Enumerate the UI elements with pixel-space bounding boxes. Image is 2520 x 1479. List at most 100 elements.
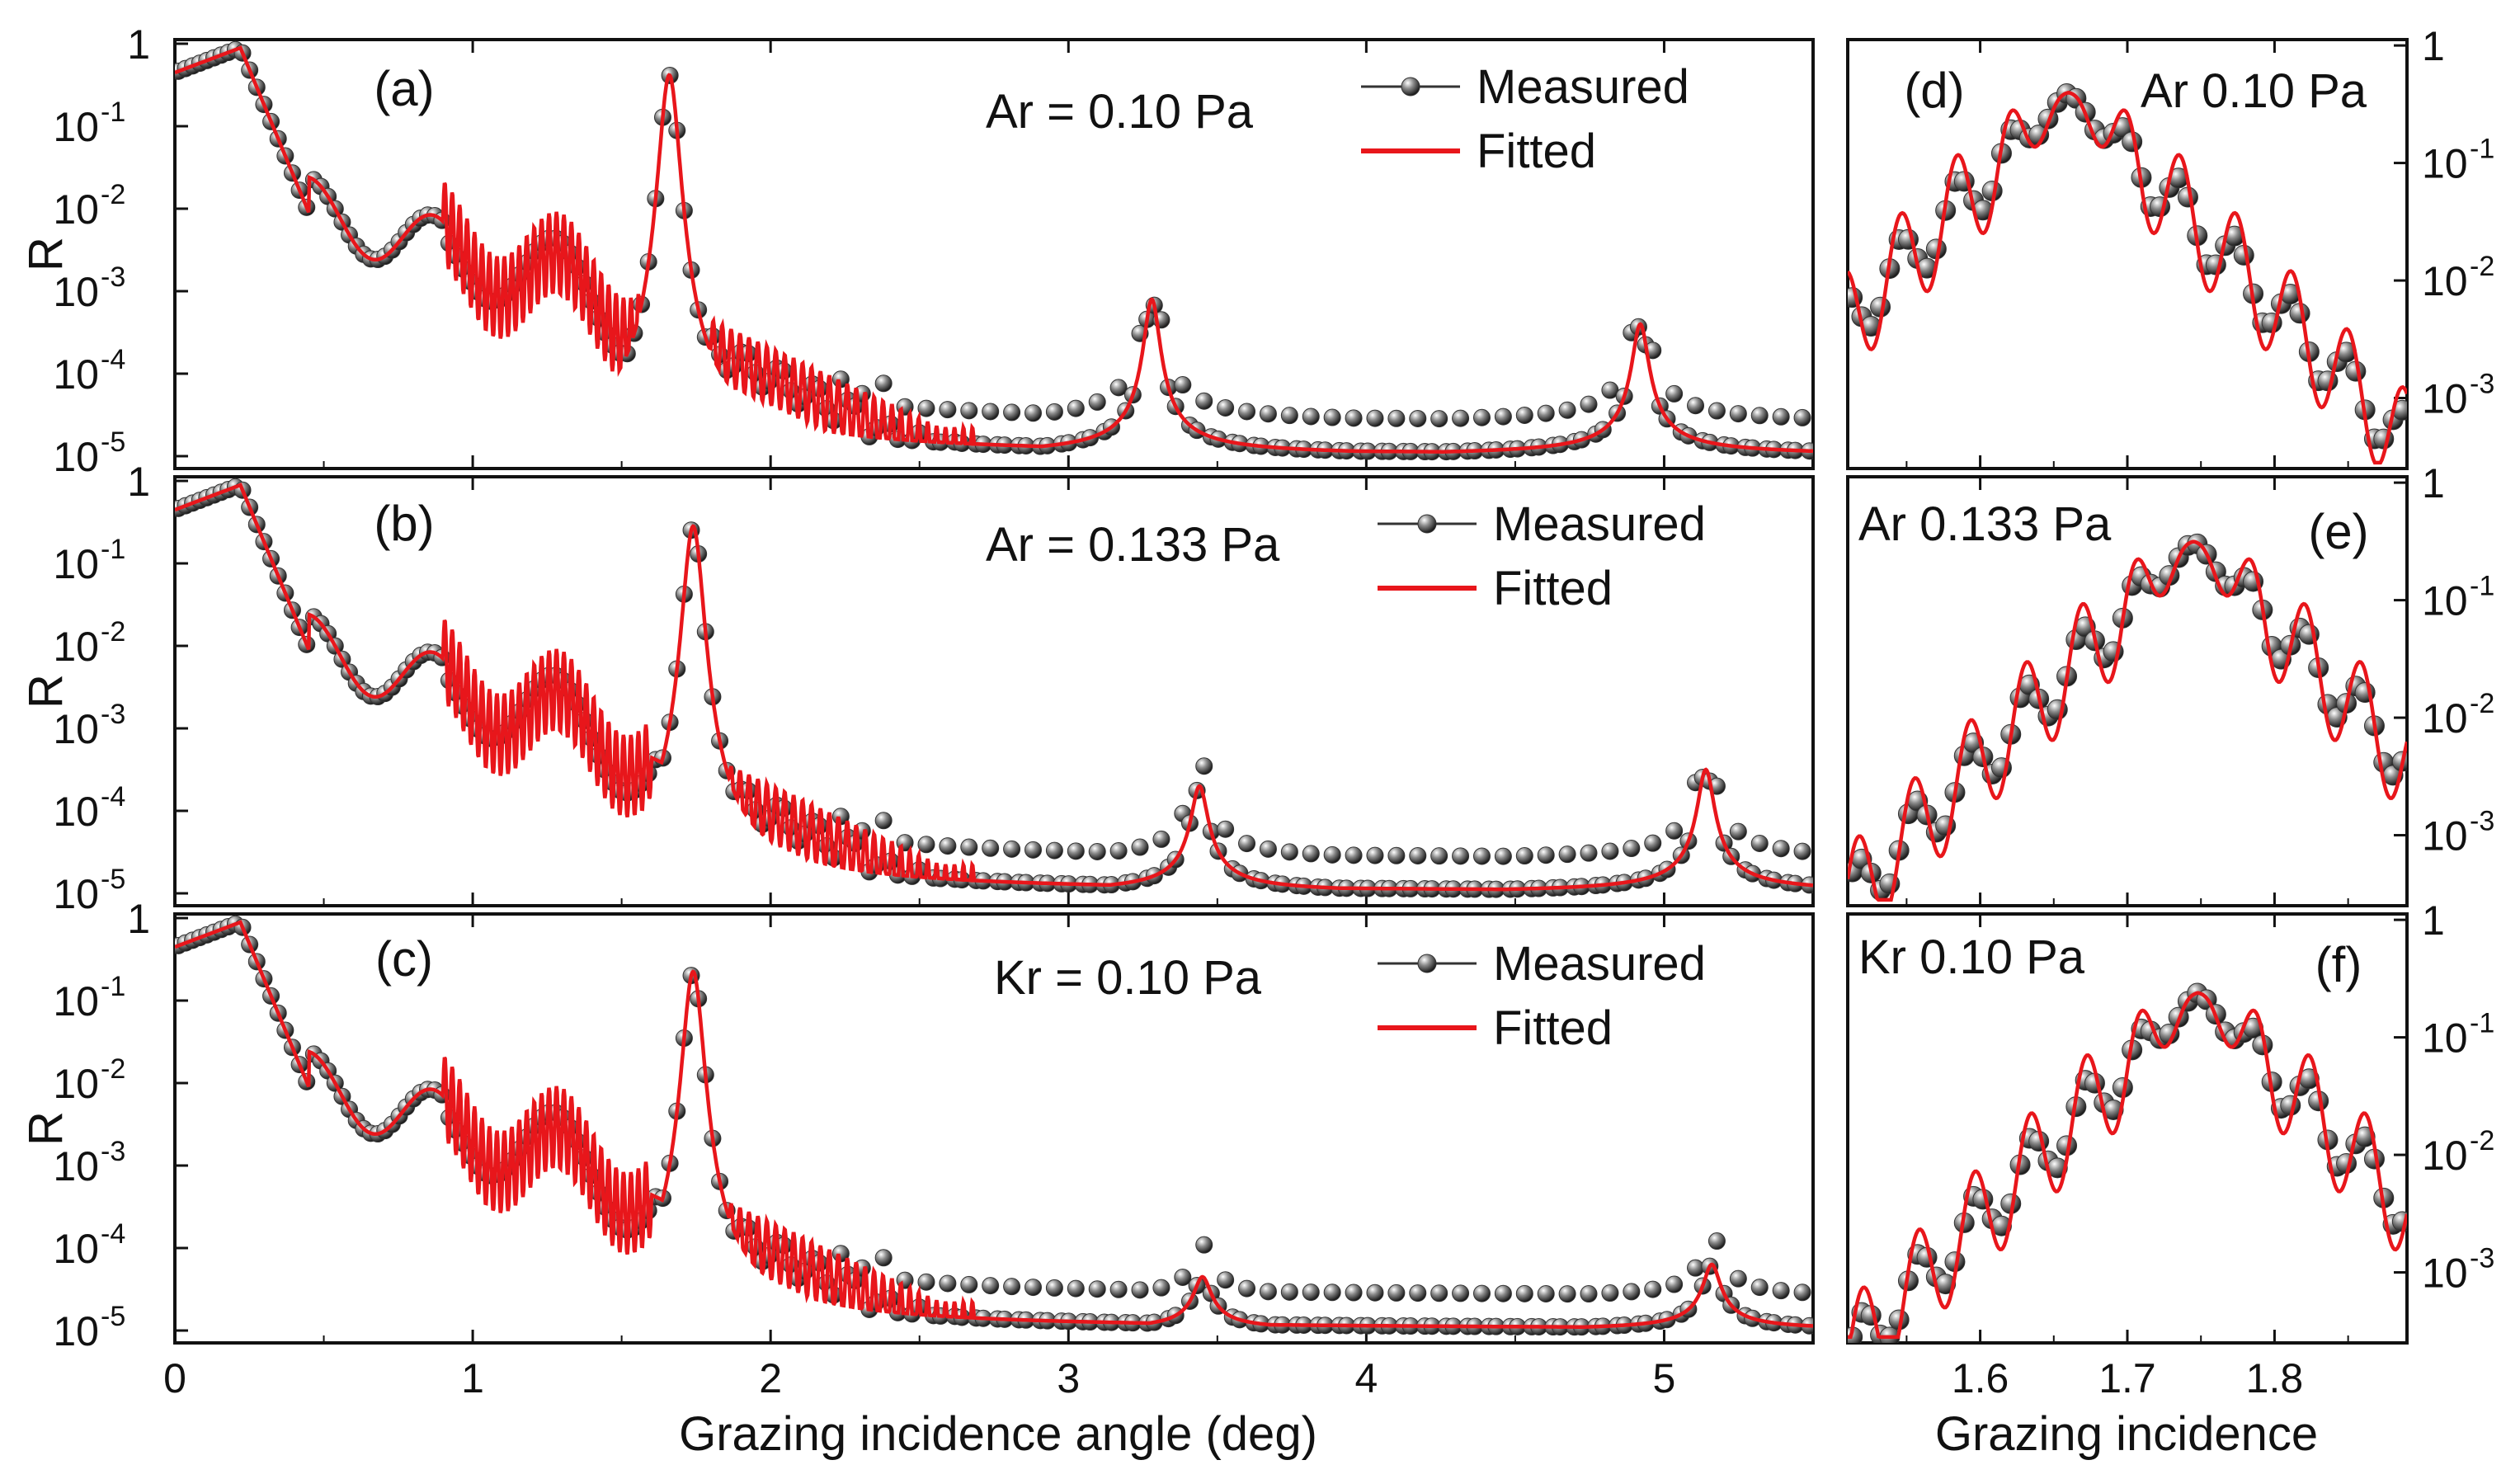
- measured-point: [1665, 384, 1684, 403]
- measured-point: [1174, 1268, 1192, 1286]
- condition-annotation: Ar = 0.10 Pa: [986, 85, 1254, 139]
- measured-point: [1494, 407, 1512, 426]
- measured-point: [1067, 1279, 1085, 1298]
- measured-point: [1494, 1284, 1512, 1302]
- y-tick-label: 10: [53, 1143, 99, 1189]
- measured-point: [1687, 397, 1705, 415]
- y-tick-label: 10: [53, 186, 99, 233]
- condition-annotation: Ar 0.10 Pa: [2141, 64, 2367, 118]
- y-tick-exponent: -3: [2470, 1243, 2494, 1274]
- measured-point: [1345, 1284, 1363, 1302]
- y-tick-label: 1: [127, 896, 150, 942]
- y-tick-exponent: -4: [101, 781, 125, 813]
- panel-label: (f): [2315, 937, 2362, 992]
- measured-point: [1644, 834, 1662, 852]
- measured-point: [1387, 1284, 1406, 1302]
- measured-point: [1558, 401, 1576, 419]
- measured-point: [1601, 842, 1619, 860]
- plot-area: [175, 40, 1813, 461]
- measured-point: [1067, 399, 1085, 417]
- y-tick-exponent: -2: [101, 179, 125, 210]
- measured-point: [1494, 847, 1512, 865]
- legend-fitted-label: Fitted: [1493, 1001, 1613, 1055]
- measured-point: [1623, 1283, 1641, 1301]
- plot-frame: [173, 912, 1815, 1345]
- measured-point: [1665, 822, 1684, 840]
- measured-point: [1045, 841, 1063, 860]
- fitted-curve: [175, 920, 1813, 1329]
- legend-measured-label: Measured: [1477, 60, 1689, 114]
- y-tick-exponent: -2: [2470, 251, 2494, 282]
- measured-point: [1409, 1284, 1427, 1302]
- measured-point: [917, 399, 935, 417]
- measured-point: [1580, 844, 1598, 862]
- y-tick-label: 1: [127, 459, 150, 505]
- measured-point: [1729, 1269, 1747, 1288]
- measured-point: [1750, 1279, 1769, 1297]
- measured-point: [1024, 404, 1042, 422]
- measured-point: [1515, 1284, 1533, 1302]
- measured-point: [1452, 409, 1470, 427]
- measured-point: [1003, 403, 1021, 422]
- x-tick-label: 1: [461, 1355, 484, 1401]
- measured-point: [1152, 830, 1171, 848]
- legend-measured-label: Measured: [1493, 497, 1706, 551]
- panel-label: (d): [1904, 63, 1964, 118]
- panel-label: (a): [374, 61, 434, 116]
- measured-point: [1259, 1283, 1277, 1301]
- measured-point: [939, 837, 957, 855]
- y-tick-label: 10: [53, 269, 99, 315]
- y-tick-label: 1: [2422, 460, 2445, 506]
- y-tick-exponent: -4: [101, 344, 125, 375]
- legend-fitted-label: Fitted: [1493, 562, 1613, 615]
- y-tick-label: 10: [53, 1061, 99, 1107]
- measured-point: [1472, 408, 1491, 426]
- measured-point: [960, 1275, 978, 1293]
- measured-point: [1131, 1281, 1149, 1299]
- measured-point: [1109, 842, 1128, 860]
- y-tick-exponent: -1: [101, 97, 125, 128]
- y-tick-exponent: -5: [101, 426, 125, 458]
- measured-point: [1750, 834, 1769, 852]
- panel-label: (c): [375, 931, 433, 987]
- x-axis-title-main: Grazing incidence angle (deg): [679, 1407, 1317, 1461]
- plot-area: [175, 478, 1813, 898]
- y-tick-label: 10: [2422, 578, 2468, 624]
- measured-point: [1707, 402, 1726, 420]
- chart-panel-d: 110-110-210 -3(d) Ar 0.10 Pa: [1846, 23, 2494, 470]
- measured-point: [1387, 409, 1406, 427]
- x-axis-title-inset: Grazing incidence: [1935, 1407, 2318, 1461]
- measured-point: [1217, 820, 1235, 838]
- y-tick-exponent: -3: [101, 699, 125, 730]
- measured-point: [1409, 846, 1427, 864]
- chart-panel-a: 110-110-210-310-410 -5R(a) Ar = 0.10 Pa Mea…: [19, 21, 1815, 480]
- x-tick-label: 5: [1653, 1355, 1676, 1401]
- y-axis-title: R: [19, 1111, 73, 1146]
- measured-point: [1644, 1280, 1662, 1298]
- measured-point: [1003, 1278, 1021, 1296]
- measured-point: [1623, 840, 1641, 858]
- y-tick-exponent: -2: [101, 1053, 125, 1085]
- measured-point: [1558, 1285, 1576, 1303]
- measured-point: [1707, 1232, 1726, 1251]
- y-tick-label: 10: [53, 351, 99, 398]
- fitted-curve: [175, 483, 1813, 892]
- measured-point: [939, 401, 957, 419]
- y-tick-label: 10: [2422, 1015, 2468, 1062]
- y-tick-label: 10: [53, 104, 99, 150]
- x-tick-label: 4: [1354, 1355, 1378, 1401]
- y-tick-exponent: -3: [2470, 369, 2494, 400]
- measured-point: [1067, 842, 1085, 860]
- y-tick-label: 1: [127, 21, 150, 68]
- measured-point: [1729, 822, 1747, 841]
- measured-point: [1430, 847, 1448, 865]
- measured-point: [1452, 1284, 1470, 1302]
- measured-point: [1793, 1284, 1811, 1302]
- y-tick-exponent: -1: [2470, 571, 2494, 602]
- y-tick-label: 1: [2422, 897, 2445, 944]
- measured-point: [1537, 1284, 1555, 1302]
- measured-point: [1580, 395, 1598, 413]
- y-tick-label: 10: [53, 541, 99, 587]
- measured-point: [1580, 1285, 1598, 1303]
